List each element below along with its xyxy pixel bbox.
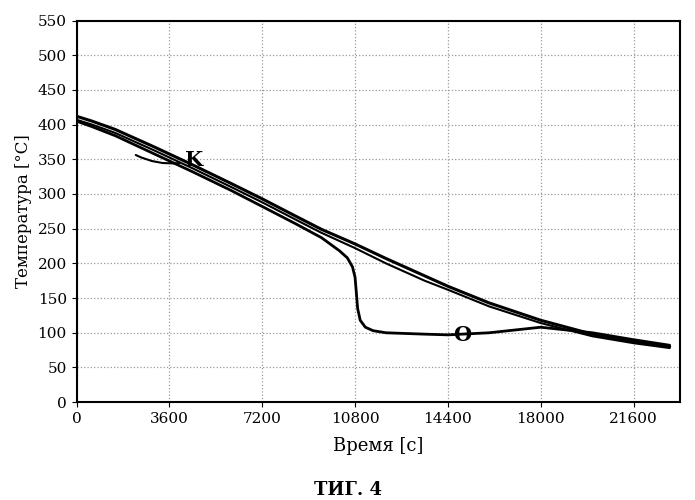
- Y-axis label: Температура [°C]: Температура [°C]: [15, 134, 32, 288]
- Text: O: O: [453, 325, 471, 345]
- Text: ΤИГ. 4: ΤИГ. 4: [313, 481, 382, 499]
- Text: K: K: [136, 150, 203, 170]
- X-axis label: Время [с]: Время [с]: [333, 437, 423, 455]
